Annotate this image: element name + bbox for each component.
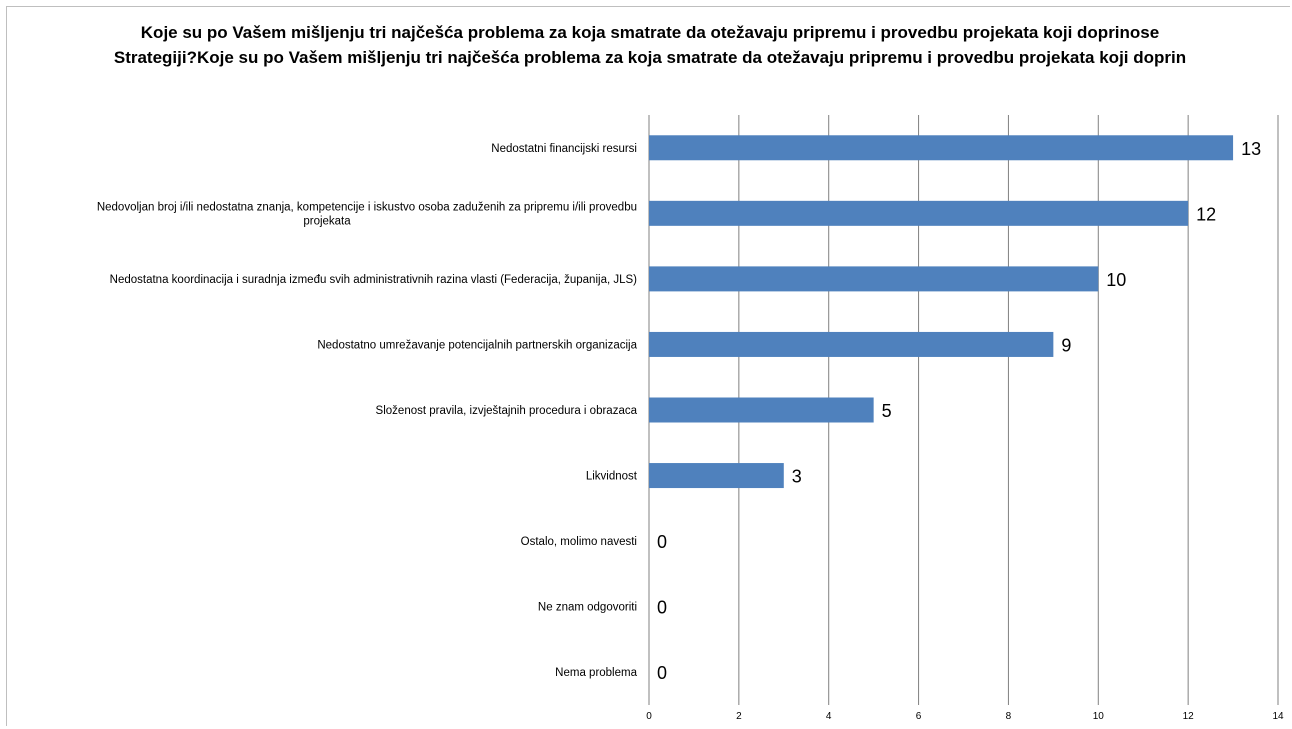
data-label: 0 [657,663,667,683]
data-label: 0 [657,532,667,552]
data-label: 5 [882,401,892,421]
category-label: Nedostatni financijski resursi [491,143,637,155]
category-label: Nedostatno umrežavanje potencijalnih par… [317,339,637,351]
x-tick-label: 0 [646,711,652,722]
data-label: 9 [1061,335,1071,355]
category-label: Nedovoljan broj i/ili nedostatna znanja,… [97,201,637,213]
data-label: 10 [1106,270,1126,290]
data-label: 13 [1241,139,1261,159]
chart-frame [6,6,1290,726]
bar [649,266,1099,292]
bar [649,200,1189,226]
category-label: Složenost pravila, izvještajnih procedur… [376,405,638,417]
data-label: 3 [792,467,802,487]
bar [649,463,784,489]
category-label: Nema problema [555,667,637,679]
data-label: 12 [1196,204,1216,224]
x-tick-label: 10 [1093,711,1105,722]
x-tick-label: 12 [1183,711,1195,722]
chart-title: Koje su po Vašem mišljenju tri najčešća … [113,23,1187,67]
data-label: 0 [657,598,667,618]
x-tick-label: 2 [736,711,742,722]
category-label: Likvidnost [586,471,638,483]
category-label: Ne znam odgovoriti [538,602,637,614]
x-tick-label: 14 [1272,711,1284,722]
x-tick-label: 4 [826,711,832,722]
x-tick-label: 6 [916,711,922,722]
x-tick-label: 8 [1006,711,1012,722]
bar [649,135,1234,161]
bar [649,331,1054,357]
bar [649,397,874,423]
category-label: Nedostatna koordinacija i suradnja izmeđ… [110,274,638,286]
category-label: projekata [303,215,351,227]
category-label: Ostalo, molimo navesti [521,536,637,548]
